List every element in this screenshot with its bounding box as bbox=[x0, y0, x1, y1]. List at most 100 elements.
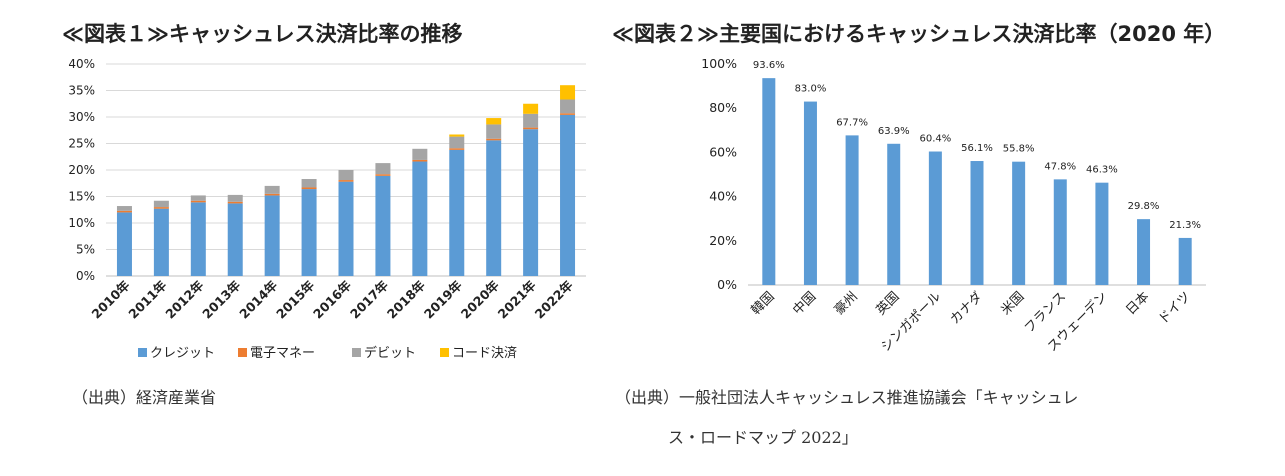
y-tick-label: 40% bbox=[68, 57, 95, 71]
bar-segment bbox=[190, 202, 206, 276]
bar-segment bbox=[301, 187, 317, 190]
bar-segment bbox=[264, 193, 280, 196]
bar-segment bbox=[116, 206, 132, 211]
bar bbox=[1012, 161, 1026, 285]
bar-segment bbox=[338, 180, 354, 182]
y-tick-label: 0% bbox=[76, 269, 95, 283]
cashless-ratio-trend-chart: 0%5%10%15%20%25%30%35%40%2010年2011年2012年… bbox=[68, 57, 586, 361]
bar-segment bbox=[560, 113, 576, 115]
bar-segment bbox=[486, 124, 502, 139]
x-tick-label: 日本 bbox=[1123, 289, 1152, 318]
y-tick-label: 10% bbox=[68, 216, 95, 230]
data-label: 67.7% bbox=[836, 117, 868, 128]
bar-segment bbox=[116, 212, 132, 276]
bar-segment bbox=[523, 103, 539, 114]
bar-segment bbox=[338, 170, 354, 181]
bar-segment bbox=[449, 136, 465, 149]
bar-segment bbox=[412, 161, 428, 276]
y-tick-label: 25% bbox=[68, 137, 95, 151]
y-tick-label: 0% bbox=[717, 277, 737, 292]
bar-segment bbox=[523, 129, 539, 276]
y-tick-label: 35% bbox=[68, 84, 95, 98]
bar bbox=[887, 143, 901, 285]
chart1-title: ≪図表１≫キャッシュレス決済比率の推移 bbox=[62, 22, 463, 46]
bar-segment bbox=[264, 185, 280, 194]
y-tick-label: 40% bbox=[709, 189, 737, 204]
y-tick-label: 30% bbox=[68, 110, 95, 124]
bar-segment bbox=[412, 148, 428, 160]
x-tick-label: 英国 bbox=[874, 289, 903, 318]
bar-segment bbox=[375, 174, 391, 176]
x-tick-label: 中国 bbox=[790, 289, 819, 318]
y-tick-label: 100% bbox=[701, 56, 737, 71]
data-label: 55.8% bbox=[1003, 144, 1035, 155]
bar-segment bbox=[486, 140, 502, 276]
bar bbox=[803, 101, 817, 285]
bar-segment bbox=[523, 127, 539, 130]
y-tick-label: 80% bbox=[709, 100, 737, 115]
bar-segment bbox=[449, 149, 465, 276]
chart2-title: ≪図表２≫主要国におけるキャッシュレス決済比率（2020 年） bbox=[612, 22, 1226, 46]
x-tick-label: 韓国 bbox=[749, 289, 778, 318]
bar-segment bbox=[227, 194, 243, 202]
bar-segment bbox=[412, 159, 428, 162]
legend-swatch bbox=[138, 348, 147, 357]
data-label: 83.0% bbox=[795, 84, 827, 95]
bar-segment bbox=[375, 163, 391, 175]
bar bbox=[845, 135, 859, 285]
bar-segment bbox=[190, 195, 206, 201]
data-label: 56.1% bbox=[961, 143, 993, 154]
bar bbox=[928, 151, 942, 285]
x-tick-label: ドイツ bbox=[1156, 289, 1194, 327]
legend-swatch bbox=[352, 348, 361, 357]
legend-label: クレジット bbox=[150, 346, 215, 361]
bar bbox=[1095, 182, 1109, 285]
x-tick-label: 米国 bbox=[998, 289, 1027, 318]
bar-segment bbox=[338, 181, 354, 276]
bar-segment bbox=[153, 200, 169, 208]
bar-segment bbox=[264, 195, 280, 276]
chart1-source: （出典）経済産業省 bbox=[72, 388, 217, 407]
x-tick-label: 豪州 bbox=[831, 289, 861, 319]
x-tick-label: カナダ bbox=[948, 289, 986, 327]
bar bbox=[1137, 219, 1151, 285]
bar-segment bbox=[227, 203, 243, 276]
data-label: 46.3% bbox=[1086, 165, 1118, 176]
bar-segment bbox=[116, 210, 132, 213]
chart2-source-line2: ス・ロードマップ 2022」 bbox=[668, 428, 858, 447]
bar-segment bbox=[301, 189, 317, 276]
y-tick-label: 15% bbox=[68, 190, 95, 204]
y-tick-label: 20% bbox=[68, 163, 95, 177]
data-label: 29.8% bbox=[1128, 201, 1160, 212]
y-tick-label: 20% bbox=[709, 233, 737, 248]
chart2-source-line1: （出典）一般社団法人キャッシュレス推進協議会「キャッシュレ bbox=[615, 388, 1079, 407]
data-label: 63.9% bbox=[878, 126, 910, 137]
bar-segment bbox=[153, 207, 169, 209]
bar bbox=[1053, 179, 1067, 285]
bar-segment bbox=[560, 114, 576, 276]
bar-segment bbox=[486, 118, 502, 125]
bar-segment bbox=[449, 148, 465, 150]
bar bbox=[1178, 237, 1192, 285]
legend-swatch bbox=[440, 348, 449, 357]
data-label: 60.4% bbox=[919, 134, 951, 145]
y-tick-label: 60% bbox=[709, 144, 737, 159]
bar-segment bbox=[153, 208, 169, 276]
bar bbox=[762, 78, 776, 285]
y-tick-label: 5% bbox=[76, 243, 95, 257]
bar-segment bbox=[190, 200, 206, 203]
bar-segment bbox=[227, 201, 243, 204]
data-label: 93.6% bbox=[753, 60, 785, 71]
bar-segment bbox=[449, 134, 465, 137]
bar-segment bbox=[523, 113, 539, 128]
data-label: 21.3% bbox=[1169, 220, 1201, 231]
bar-segment bbox=[301, 179, 317, 188]
data-label: 47.8% bbox=[1044, 161, 1076, 172]
bar-segment bbox=[560, 99, 576, 114]
legend-label: コード決済 bbox=[452, 345, 517, 361]
bar-segment bbox=[486, 138, 502, 141]
legend-label: 電子マネー bbox=[250, 346, 315, 361]
legend-label: デビット bbox=[364, 345, 416, 361]
bar bbox=[970, 161, 984, 285]
